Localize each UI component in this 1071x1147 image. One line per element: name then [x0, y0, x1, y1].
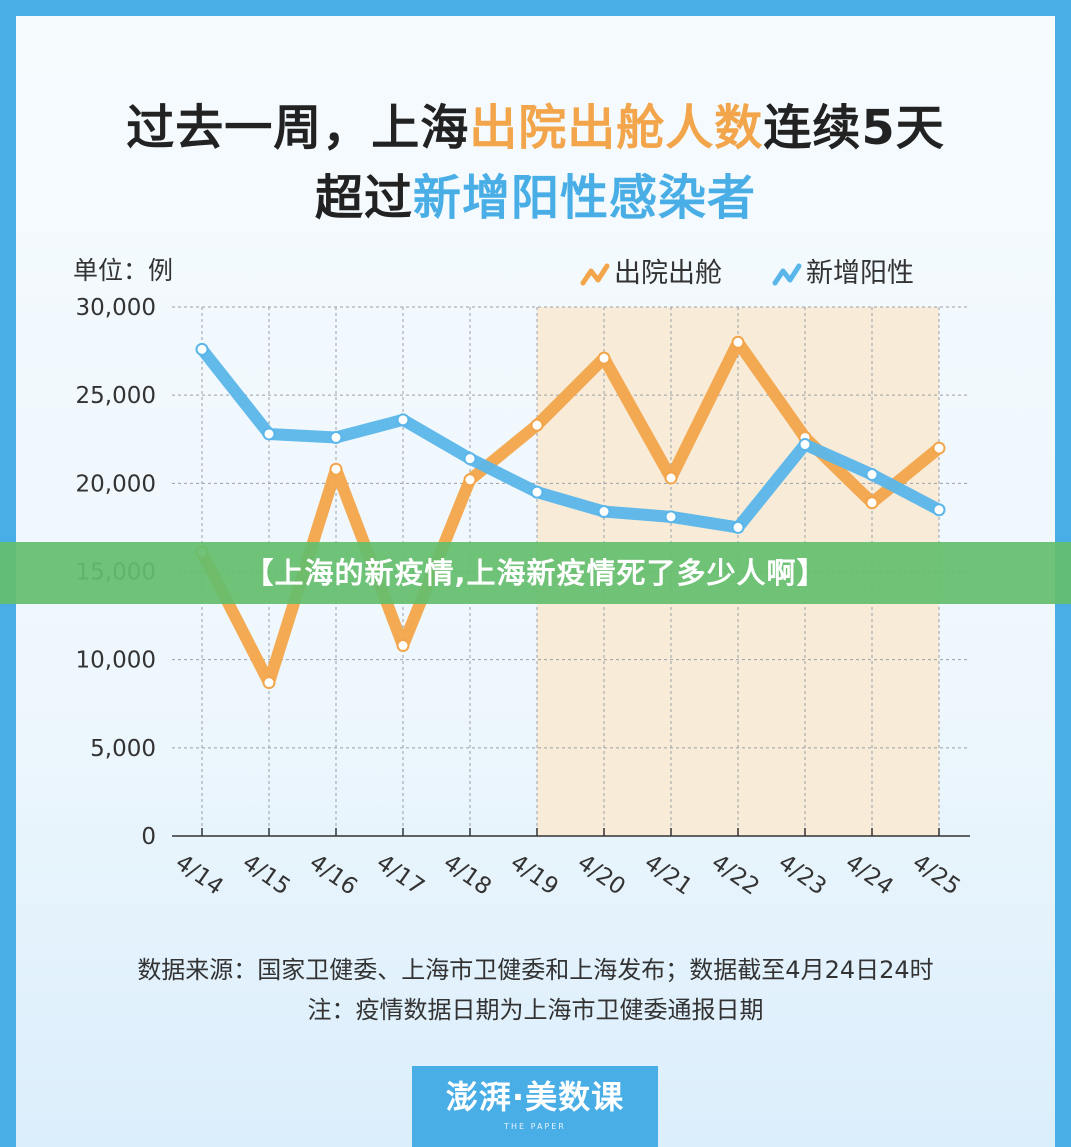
data-point-1 [463, 452, 477, 466]
note-line: 注：疫情数据日期为上海市卫健委通报日期 [307, 996, 764, 1024]
overlay-banner: 【上海的新疫情,上海新疫情死了多少人啊】 [0, 542, 1071, 604]
x-tick-label: 4/19 [506, 850, 563, 901]
title-line-1-part-1: 过去一周，上海 [126, 100, 470, 156]
brand-logo-text: 澎湃·美数课 [445, 1078, 625, 1116]
data-point-1 [865, 468, 879, 482]
y-tick-label: 10,000 [76, 648, 156, 674]
x-tick-label: 4/15 [238, 850, 295, 901]
legend-discharged-icon [580, 263, 610, 285]
x-tick-label: 4/24 [841, 850, 898, 901]
y-tick-label: 25,000 [76, 383, 156, 409]
x-tick-label: 4/18 [439, 850, 496, 901]
data-point-1 [798, 438, 812, 452]
x-tick-label: 4/22 [707, 850, 764, 901]
series-line-1 [196, 343, 945, 534]
data-point-1 [195, 342, 209, 356]
data-point-0 [664, 471, 678, 485]
data-point-0 [463, 473, 477, 487]
unit-label: 单位：例 [73, 256, 174, 285]
legend-discharged-label: 出院出舱 [614, 258, 722, 289]
data-point-0 [865, 496, 879, 510]
data-point-1 [731, 520, 745, 534]
legend-new-positive-label: 新增阳性 [806, 258, 914, 289]
data-point-0 [396, 639, 410, 653]
data-point-0 [262, 676, 276, 690]
x-tick-label: 4/17 [372, 850, 429, 901]
y-tick-label: 30,000 [76, 295, 156, 321]
data-point-1 [664, 510, 678, 524]
title-line-1-part-2: 出院出舱人数 [469, 100, 764, 156]
data-point-1 [262, 427, 276, 441]
y-tick-label: 20,000 [76, 471, 156, 497]
legend-new-positive: 新增阳性 [772, 251, 914, 290]
x-tick-label: 4/23 [774, 850, 831, 901]
data-point-0 [597, 351, 611, 365]
title-line-2-part-1: 超过 [314, 170, 413, 226]
source-line: 数据来源：国家卫健委、上海市卫健委和上海发布；数据截至4月24日24时 [137, 956, 934, 984]
x-tick-label: 4/14 [171, 850, 228, 901]
data-point-0 [731, 335, 745, 349]
data-point-1 [329, 430, 343, 444]
x-tick-label: 4/20 [573, 850, 630, 901]
data-point-0 [530, 418, 544, 432]
title-line-2: 超过新增阳性感染者 [0, 158, 1071, 228]
x-tick-label: 4/21 [640, 850, 697, 901]
brand-logo-subtext: THE PAPER [504, 1122, 566, 1131]
data-point-0 [329, 462, 343, 476]
title-line-1: 过去一周，上海出院出舱人数连续5天 [0, 88, 1071, 158]
y-tick-label: 5,000 [90, 736, 156, 762]
data-point-1 [396, 413, 410, 427]
legend-new-positive-icon [772, 263, 802, 285]
x-tick-label: 4/25 [908, 850, 965, 901]
brand-logo: 澎湃·美数课 THE PAPER [412, 1066, 658, 1147]
y-tick-label: 0 [141, 824, 156, 850]
title-line-2-part-2: 新增阳性感染者 [413, 170, 757, 226]
legend-discharged: 出院出舱 [580, 251, 722, 290]
data-point-1 [597, 505, 611, 519]
title-line-1-part-3: 连续5天 [763, 100, 945, 156]
x-tick-label: 4/16 [305, 850, 362, 901]
data-point-0 [932, 441, 946, 455]
data-point-1 [530, 485, 544, 499]
data-point-1 [932, 503, 946, 517]
